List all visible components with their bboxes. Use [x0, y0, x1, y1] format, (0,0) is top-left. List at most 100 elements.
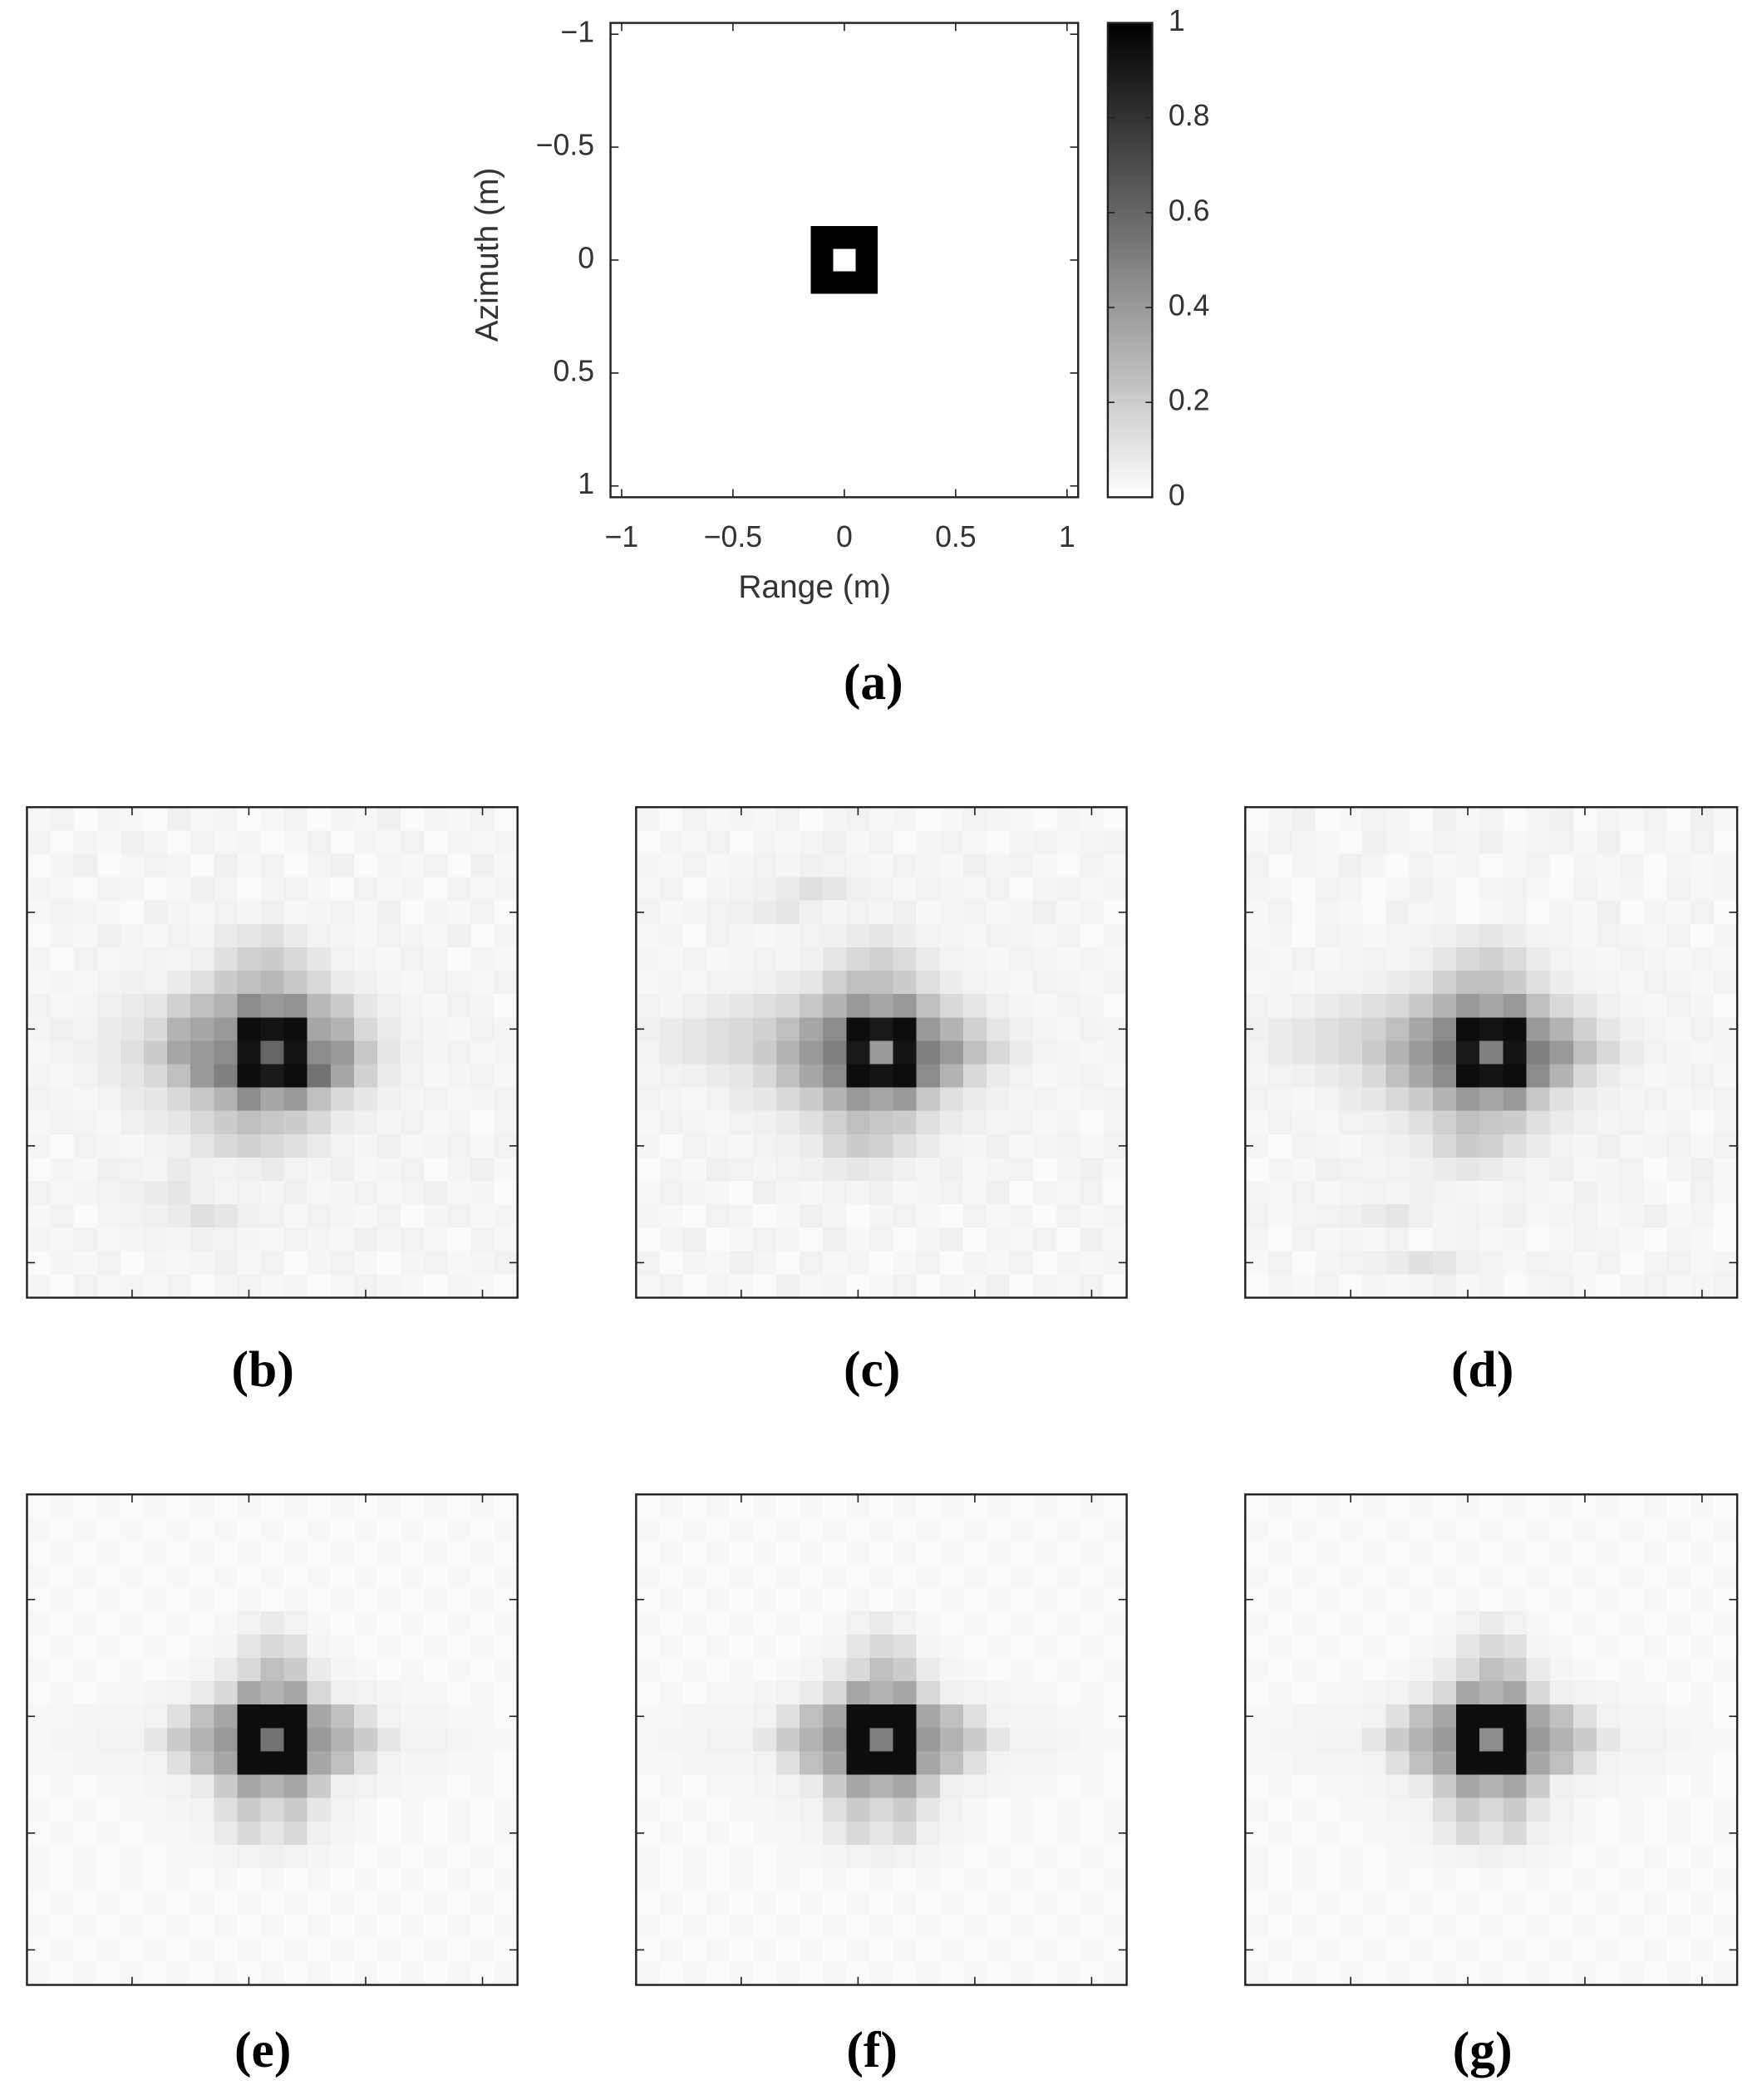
heatmap-cell	[788, 45, 812, 69]
heatmap-cell	[307, 1798, 332, 1822]
heatmap-cell	[190, 1728, 214, 1753]
heatmap-cell	[869, 1728, 894, 1753]
heatmap-cell	[744, 180, 767, 204]
heatmap-cell	[1643, 1844, 1668, 1869]
heatmap-cell	[307, 1134, 332, 1158]
heatmap-cell	[283, 994, 308, 1018]
heatmap-cell	[1056, 1681, 1081, 1705]
heatmap-cell	[916, 1798, 941, 1822]
heatmap-cell	[682, 830, 707, 855]
heatmap-cell	[1597, 877, 1621, 902]
heatmap-cell	[143, 1017, 168, 1042]
heatmap-cell	[143, 1494, 168, 1519]
heatmap-cell	[214, 1040, 239, 1065]
heatmap-cell	[1268, 1181, 1293, 1205]
heatmap-cell	[855, 339, 878, 362]
heatmap-cell	[776, 1938, 800, 1963]
heatmap-cell	[744, 158, 767, 182]
heatmap-cell	[1620, 971, 1645, 995]
heatmap-cell	[729, 1681, 754, 1705]
heatmap-cell	[677, 113, 701, 137]
heatmap-cell	[986, 1634, 1011, 1659]
heatmap-cell	[1315, 1704, 1340, 1729]
heatmap-cell	[283, 1844, 308, 1869]
heatmap-cell	[682, 923, 707, 948]
heatmap-cell	[893, 1658, 918, 1682]
heatmap-cell	[1526, 1798, 1551, 1822]
heatmap-cell	[810, 384, 834, 408]
heatmap-cell	[330, 877, 355, 902]
heatmap-cell	[96, 1961, 121, 1986]
heatmap-cell	[1409, 1157, 1434, 1182]
heatmap-cell	[1666, 1704, 1691, 1729]
heatmap-cell	[916, 1274, 941, 1299]
heatmap-cell	[1409, 1064, 1434, 1089]
heatmap-cell	[986, 1611, 1011, 1635]
heatmap-cell	[96, 1064, 121, 1089]
heatmap-cell	[986, 994, 1011, 1018]
heatmap-cell	[1080, 994, 1105, 1018]
heatmap-cell	[766, 135, 790, 160]
heatmap-cell	[1315, 1751, 1340, 1776]
heatmap-cell	[869, 900, 894, 925]
heatmap-cell	[1620, 1134, 1645, 1158]
heatmap-cell	[167, 1704, 191, 1729]
heatmap-cell	[330, 923, 355, 948]
heatmap-cell	[869, 1821, 894, 1846]
heatmap-cell	[823, 1517, 847, 1542]
heatmap-cell	[1666, 1611, 1691, 1635]
heatmap-cell	[1339, 1681, 1363, 1705]
heatmap-cell	[632, 22, 656, 47]
heatmap-cell	[1245, 1891, 1270, 1916]
heatmap-cell	[377, 1017, 401, 1042]
heatmap-cell	[494, 1204, 519, 1228]
heatmap-cell	[1033, 406, 1057, 430]
heatmap-cell	[167, 1938, 191, 1963]
heatmap-cell	[833, 406, 856, 430]
heatmap-cell	[810, 226, 834, 250]
heatmap-cell	[729, 1134, 754, 1158]
heatmap-cell	[967, 45, 990, 69]
heatmap-cell	[307, 1157, 332, 1182]
heatmap-cell	[1033, 1681, 1057, 1705]
heatmap-cell	[939, 853, 964, 878]
heatmap-cell	[1455, 1227, 1480, 1252]
heatmap-cell	[1103, 1204, 1128, 1228]
heatmap-cell	[307, 1087, 332, 1112]
heatmap-cell	[893, 1774, 918, 1799]
heatmap-cell	[989, 361, 1012, 386]
heatmap-cell	[377, 1134, 401, 1158]
heatmap-cell	[27, 1658, 52, 1682]
heatmap-cell	[494, 1891, 519, 1916]
heatmap-cell	[899, 91, 923, 114]
heatmap-cell	[962, 1915, 987, 1939]
heatmap-cell	[682, 1867, 707, 1892]
heatmap-cell	[190, 1658, 214, 1682]
heatmap-cell	[1292, 1274, 1316, 1299]
heatmap-cell	[721, 91, 745, 114]
heatmap-cell	[96, 1494, 121, 1519]
heatmap-cell	[752, 1704, 777, 1729]
heatmap-cell	[729, 1774, 754, 1799]
heatmap-cell	[1479, 1157, 1503, 1182]
heatmap-cell	[823, 1751, 847, 1776]
heatmap-cell	[377, 1251, 401, 1276]
heatmap-cell	[1643, 1587, 1668, 1612]
heatmap-cell	[190, 1541, 214, 1566]
heatmap-cell	[260, 853, 285, 878]
heatmap-cell	[353, 994, 378, 1018]
heatmap-cell	[494, 1157, 519, 1182]
heatmap-cell	[944, 384, 967, 408]
heatmap-cell	[1455, 1821, 1480, 1846]
heatmap-cell	[1080, 1517, 1105, 1542]
heatmap-cell	[766, 22, 790, 47]
heatmap-cell	[1597, 1494, 1621, 1519]
heatmap-cell	[424, 1181, 449, 1205]
heatmap-cell	[939, 1844, 964, 1869]
heatmap-cell	[1011, 226, 1035, 250]
heatmap-cell	[823, 830, 847, 855]
heatmap-cell	[1503, 830, 1528, 855]
heatmap-cell	[1666, 807, 1691, 832]
heatmap-cell	[878, 113, 901, 137]
